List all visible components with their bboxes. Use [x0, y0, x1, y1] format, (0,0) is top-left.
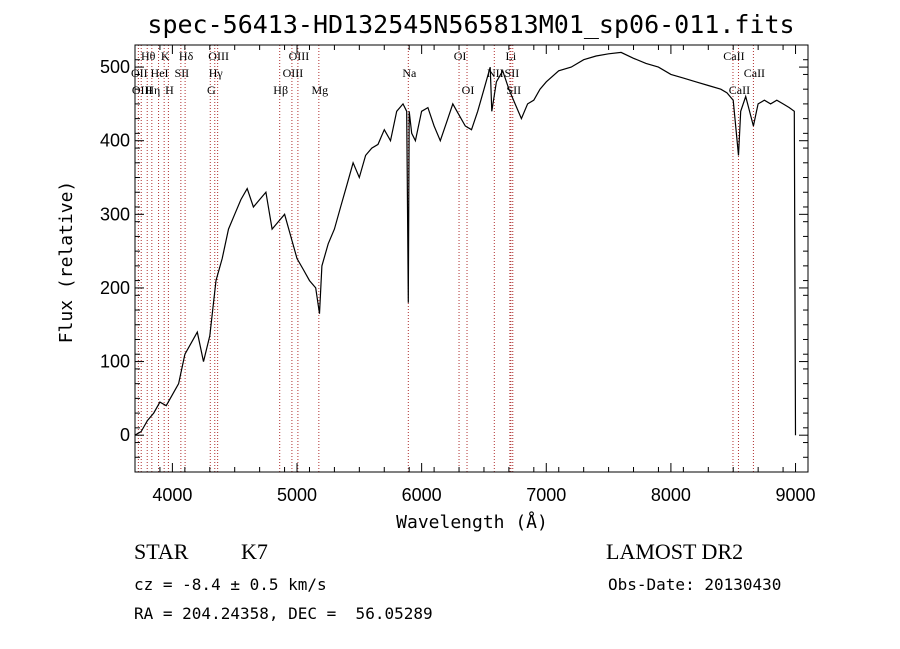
- line-marker-label: CaII: [729, 83, 750, 97]
- x-axis-ticks: 4000 5000 6000 7000 8000 9000: [134, 45, 816, 505]
- redshift-velocity: cz = -8.4 ± 0.5 km/s: [134, 575, 327, 594]
- y-tick-label: 400: [100, 131, 130, 151]
- object-class: STAR: [134, 539, 189, 564]
- sky-coordinates: RA = 204.24358, DEC = 56.05289: [134, 604, 433, 623]
- line-marker-label: Hδ: [179, 49, 194, 63]
- emission-line-markers: [137, 45, 754, 472]
- line-marker-label: Hγ: [209, 66, 224, 80]
- line-marker-label: Mg: [311, 83, 328, 97]
- object-subclass: K7: [241, 539, 268, 564]
- plot-frame: [134, 44, 809, 473]
- line-marker-label: G: [207, 83, 216, 97]
- line-marker-label: Li: [506, 49, 517, 63]
- y-tick-label: 200: [100, 278, 130, 298]
- y-tick-label: 300: [100, 204, 130, 224]
- y-axis-ticks: 0 100 200 300 400 500: [100, 44, 808, 473]
- line-marker-label: Hβ: [273, 83, 288, 97]
- line-marker-label: CaII: [744, 66, 765, 80]
- x-tick-label: 6000: [402, 485, 442, 505]
- plot-title: spec-56413-HD132545N565813M01_sp06-011.f…: [147, 10, 794, 39]
- observation-date: Obs-Date: 20130430: [608, 575, 782, 594]
- survey-name: LAMOST DR2: [606, 539, 744, 564]
- y-tick-label: 0: [120, 425, 130, 445]
- y-tick-label: 500: [100, 57, 130, 77]
- line-marker-label: OIII: [208, 49, 229, 63]
- line-marker-label: K: [161, 49, 170, 63]
- x-tick-label: 9000: [776, 485, 816, 505]
- line-marker-label: SII: [175, 66, 190, 80]
- x-tick-label: 4000: [152, 485, 192, 505]
- line-marker-label: OII: [131, 66, 148, 80]
- line-marker-label: CaII: [723, 49, 744, 63]
- line-marker-label: H: [165, 83, 174, 97]
- line-marker-label: OIII: [289, 49, 310, 63]
- x-axis-label: Wavelength (Å): [396, 511, 548, 533]
- line-marker-label: Hθ: [141, 49, 156, 63]
- line-marker-label: OI: [454, 49, 467, 63]
- x-tick-label: 5000: [277, 485, 317, 505]
- line-marker-label: HeI: [151, 66, 169, 80]
- line-marker-label: SII: [505, 66, 520, 80]
- line-marker-label: OIII: [132, 83, 153, 97]
- line-marker-label: OI: [462, 83, 475, 97]
- y-tick-label: 100: [100, 352, 130, 372]
- line-marker-label: Hη: [145, 83, 160, 97]
- line-marker-label: Na: [402, 66, 417, 80]
- line-marker-label: OIII: [283, 66, 304, 80]
- y-axis-label: Flux (relative): [56, 181, 77, 344]
- x-tick-label: 8000: [651, 485, 691, 505]
- spectrum-series-line: [134, 51, 797, 436]
- x-tick-label: 7000: [526, 485, 566, 505]
